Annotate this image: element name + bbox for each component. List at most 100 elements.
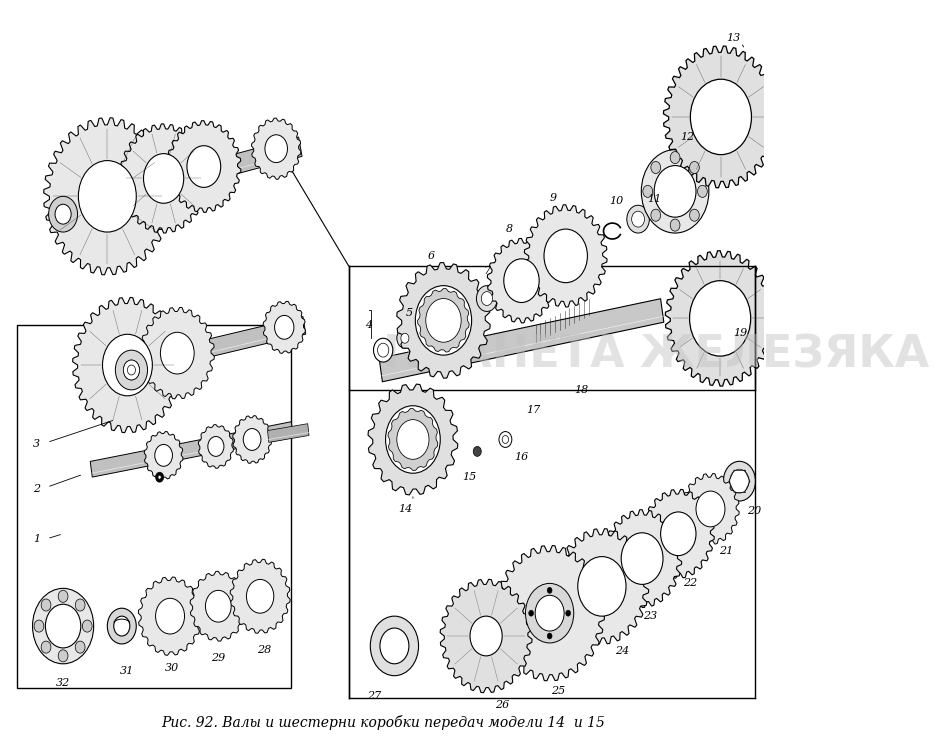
Polygon shape — [190, 571, 247, 641]
Polygon shape — [524, 205, 607, 307]
Text: 12: 12 — [680, 132, 694, 142]
Circle shape — [651, 209, 660, 221]
Circle shape — [144, 154, 184, 203]
Circle shape — [670, 151, 680, 164]
Polygon shape — [199, 424, 234, 468]
Circle shape — [59, 591, 68, 603]
Circle shape — [247, 580, 273, 613]
Text: ПЛАНЕТА ЖЕЛЕЗЯКА: ПЛАНЕТА ЖЕЛЕЗЯКА — [383, 334, 929, 377]
Circle shape — [34, 620, 44, 632]
Text: 25: 25 — [551, 686, 565, 695]
Polygon shape — [665, 251, 775, 386]
Text: 22: 22 — [683, 579, 697, 588]
Circle shape — [651, 162, 660, 174]
Circle shape — [274, 315, 294, 339]
Polygon shape — [119, 124, 208, 233]
Polygon shape — [663, 46, 779, 188]
Circle shape — [544, 229, 587, 283]
Circle shape — [374, 338, 393, 362]
Circle shape — [380, 628, 409, 664]
Text: 9: 9 — [550, 194, 557, 203]
Polygon shape — [230, 559, 290, 634]
Polygon shape — [263, 301, 306, 353]
Polygon shape — [388, 409, 438, 470]
Circle shape — [504, 259, 539, 303]
Circle shape — [161, 332, 194, 374]
Circle shape — [499, 432, 512, 447]
Text: 14: 14 — [397, 504, 412, 514]
Text: 24: 24 — [615, 646, 629, 656]
Circle shape — [76, 641, 85, 653]
Text: 5: 5 — [405, 309, 412, 318]
Circle shape — [401, 333, 409, 344]
Text: 21: 21 — [719, 545, 734, 556]
Polygon shape — [86, 317, 306, 386]
Circle shape — [155, 472, 164, 482]
Circle shape — [396, 420, 429, 459]
Circle shape — [529, 610, 534, 616]
Circle shape — [48, 197, 78, 232]
Polygon shape — [144, 431, 183, 479]
Circle shape — [502, 436, 509, 444]
Circle shape — [79, 160, 136, 232]
Circle shape — [396, 328, 412, 348]
Polygon shape — [252, 118, 301, 180]
Polygon shape — [268, 424, 309, 442]
Circle shape — [477, 286, 498, 312]
Polygon shape — [140, 307, 215, 399]
Circle shape — [187, 145, 220, 188]
Circle shape — [641, 150, 709, 233]
Circle shape — [566, 610, 570, 616]
Circle shape — [41, 641, 51, 653]
Circle shape — [102, 335, 152, 395]
Circle shape — [265, 135, 288, 162]
FancyBboxPatch shape — [17, 325, 290, 688]
Text: 8: 8 — [506, 224, 513, 234]
Circle shape — [622, 533, 663, 585]
Circle shape — [243, 429, 261, 450]
Circle shape — [526, 583, 574, 643]
Circle shape — [41, 599, 51, 611]
Circle shape — [724, 462, 756, 501]
Circle shape — [535, 595, 564, 631]
Circle shape — [632, 211, 644, 227]
Polygon shape — [603, 510, 682, 608]
Text: 26: 26 — [495, 700, 509, 711]
Polygon shape — [396, 263, 490, 378]
Polygon shape — [555, 528, 649, 644]
Circle shape — [547, 633, 552, 639]
Circle shape — [158, 475, 161, 479]
Circle shape — [535, 595, 564, 631]
Text: 16: 16 — [515, 453, 529, 462]
Text: 4: 4 — [365, 321, 372, 330]
Circle shape — [473, 447, 482, 456]
Circle shape — [76, 599, 85, 611]
Text: 31: 31 — [120, 666, 134, 676]
Polygon shape — [368, 384, 458, 495]
Text: 13: 13 — [726, 33, 740, 42]
Text: 1: 1 — [33, 533, 40, 544]
Circle shape — [155, 598, 184, 634]
Text: 17: 17 — [526, 404, 541, 415]
Polygon shape — [90, 421, 293, 477]
Circle shape — [114, 616, 130, 636]
Text: 28: 28 — [257, 645, 272, 655]
Polygon shape — [73, 298, 183, 433]
Circle shape — [123, 360, 139, 380]
Circle shape — [370, 616, 418, 676]
Circle shape — [690, 162, 699, 174]
Polygon shape — [495, 545, 604, 680]
Circle shape — [205, 591, 231, 622]
Text: 20: 20 — [746, 506, 761, 516]
Circle shape — [729, 469, 749, 493]
Circle shape — [643, 186, 653, 197]
Text: 10: 10 — [609, 197, 623, 206]
Circle shape — [547, 588, 552, 594]
Text: 30: 30 — [165, 663, 179, 673]
Circle shape — [690, 209, 699, 221]
Text: 19: 19 — [733, 328, 747, 338]
Circle shape — [45, 604, 80, 648]
Circle shape — [670, 219, 680, 232]
Polygon shape — [166, 121, 241, 212]
Text: 27: 27 — [367, 691, 381, 700]
